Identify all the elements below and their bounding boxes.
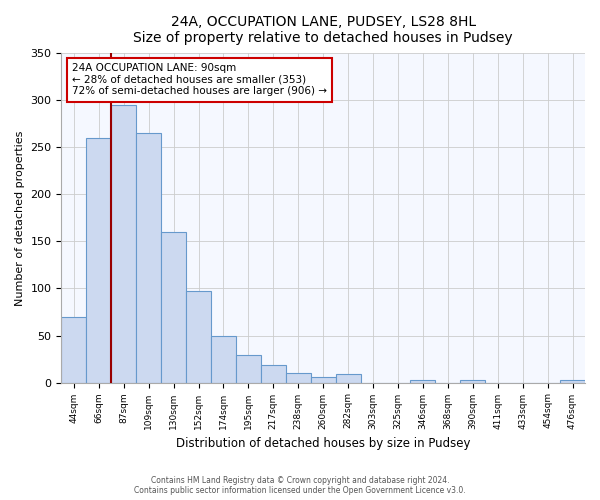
Bar — [236, 356, 261, 382]
Bar — [460, 380, 485, 382]
Bar — [111, 105, 136, 382]
Bar — [311, 377, 335, 382]
Bar — [186, 292, 211, 382]
Y-axis label: Number of detached properties: Number of detached properties — [15, 130, 25, 306]
Bar — [286, 373, 311, 382]
Bar — [261, 364, 286, 382]
Bar — [61, 316, 86, 382]
Bar — [335, 374, 361, 382]
Text: Contains HM Land Registry data © Crown copyright and database right 2024.
Contai: Contains HM Land Registry data © Crown c… — [134, 476, 466, 495]
Bar — [161, 232, 186, 382]
Title: 24A, OCCUPATION LANE, PUDSEY, LS28 8HL
Size of property relative to detached hou: 24A, OCCUPATION LANE, PUDSEY, LS28 8HL S… — [133, 15, 513, 45]
Text: 24A OCCUPATION LANE: 90sqm
← 28% of detached houses are smaller (353)
72% of sem: 24A OCCUPATION LANE: 90sqm ← 28% of deta… — [72, 63, 327, 96]
Bar — [560, 380, 585, 382]
Bar — [410, 380, 436, 382]
Bar — [211, 336, 236, 382]
Bar — [136, 134, 161, 382]
X-axis label: Distribution of detached houses by size in Pudsey: Distribution of detached houses by size … — [176, 437, 470, 450]
Bar — [86, 138, 111, 382]
